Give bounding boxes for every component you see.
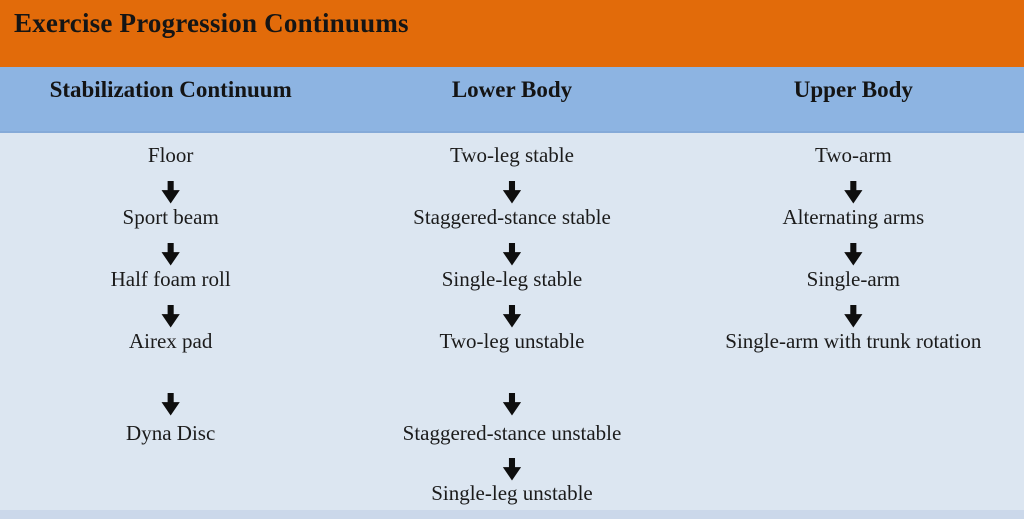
- progression-grid: Floor Two-leg stable Two-arm Sport beam …: [0, 133, 1024, 519]
- down-arrow-icon: [0, 304, 341, 328]
- progression-item: Staggered-stance unstable: [402, 421, 622, 445]
- progression-item: Two-arm: [814, 143, 892, 167]
- progression-item: Single-leg stable: [441, 267, 583, 291]
- down-arrow-icon: [0, 180, 341, 204]
- progression-item: Floor: [147, 143, 194, 167]
- progression-item: Single-leg unstable: [431, 481, 593, 505]
- progression-item: Sport beam: [122, 205, 219, 229]
- progression-item: Single-arm: [806, 267, 900, 291]
- down-arrow-icon: [341, 180, 682, 204]
- progression-item: Alternating arms: [782, 205, 925, 229]
- down-arrow-icon: [341, 389, 682, 419]
- column-header-upper-body: Upper Body: [793, 77, 913, 102]
- column-header-row: Stabilization Continuum Lower Body Upper…: [0, 67, 1024, 133]
- down-arrow-icon: [341, 304, 682, 328]
- down-arrow-icon: [0, 242, 341, 266]
- progression-item: Single-arm with trunk rotation: [725, 329, 982, 353]
- progression-item: Half foam roll: [110, 267, 231, 291]
- down-arrow-icon: [683, 242, 1024, 266]
- title-bar: Exercise Progression Continuums: [0, 0, 1024, 67]
- progression-item: Staggered-stance stable: [413, 205, 611, 229]
- progression-item: Airex pad: [128, 329, 213, 353]
- down-arrow-icon: [341, 457, 682, 481]
- column-header-stabilization-continuum: Stabilization Continuum: [49, 77, 292, 102]
- page-title: Exercise Progression Continuums: [14, 8, 409, 38]
- down-arrow-icon: [683, 180, 1024, 204]
- down-arrow-icon: [683, 304, 1024, 328]
- column-header-lower-body: Lower Body: [451, 77, 573, 102]
- down-arrow-icon: [341, 242, 682, 266]
- progression-item: Two-leg unstable: [439, 329, 585, 353]
- progression-item: Two-leg stable: [450, 143, 574, 167]
- down-arrow-icon: [0, 389, 341, 419]
- progression-item: Dyna Disc: [126, 421, 216, 445]
